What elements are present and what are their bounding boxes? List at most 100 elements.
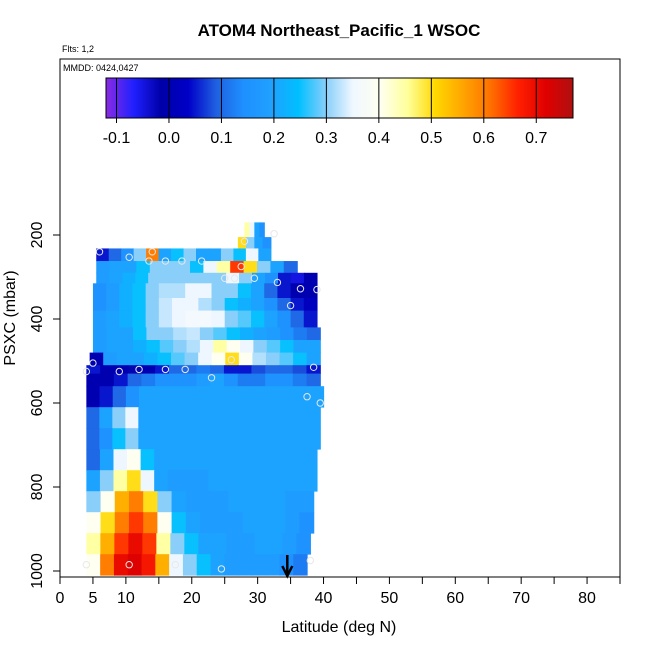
heatmap-cell [251,554,267,576]
heatmap-cell [154,449,169,471]
heatmap-cell [169,554,184,576]
heatmap-cell [262,470,277,492]
heatmap-cell [125,428,139,450]
colorbar-rect [105,77,574,119]
heatmap-cell [185,491,201,513]
heatmap-cell [157,352,172,366]
heatmap-cell [86,491,102,513]
heatmap-cell [310,386,325,408]
heatmap-cell [125,407,139,429]
dates-label: MMDD: 0424,0427 [63,63,139,73]
heatmap-cell [200,491,215,513]
heatmap-cell [254,222,260,238]
heatmap-cell [249,222,255,238]
sample-point [95,248,104,256]
heatmap-cell [307,428,321,450]
heatmap-cell [237,373,253,387]
heatmap-cell [182,373,198,387]
heatmap-cell [146,340,161,353]
heatmap-cell [171,248,185,262]
heatmap-cell [210,373,225,387]
heatmap-cell [285,491,301,513]
heatmap-cell [198,283,213,299]
heatmap-cell [96,272,110,284]
heatmap-cell [239,272,253,284]
heatmap-cell [155,373,170,387]
heatmap-cell [203,261,218,274]
heatmap-cell [155,554,170,576]
heatmap-cell [264,298,279,311]
heatmap-cell [149,261,164,274]
heatmap-cell [92,327,107,341]
heatmap-cell [279,352,294,366]
heatmap-cell [128,533,143,555]
sample-point [221,274,229,282]
heatmap-cell [265,373,280,387]
heatmap-cell [264,283,279,299]
heatmap-cell [252,352,267,366]
heatmap-cell [190,407,204,429]
heatmap-cell [174,272,188,284]
heatmap-cell [233,248,247,262]
x-tick-label: 5 [88,590,97,607]
colorbar: -0.1 0.0 0.1 0.2 0.3 0.4 0.5 0.6 0.7 [103,77,574,147]
heatmap-cell [240,533,255,555]
heatmap-cell [290,272,305,284]
heatmap-cell [228,512,244,534]
y-tick-label: 600 [29,390,46,417]
heatmap-cell [293,327,308,341]
heatmap-cell [282,533,297,555]
heatmap-cell [86,470,101,492]
heatmap-cell [271,512,286,534]
sample-point [313,285,321,294]
heatmap-cell [158,310,173,328]
heatmap-cell [211,283,226,299]
heatmap-cell [210,554,225,576]
heatmap-cell [245,248,259,262]
heatmap-cell [141,373,156,387]
heatmap-cell [112,428,126,450]
heatmap-cell [156,533,171,555]
y-tick-label: 400 [29,306,46,333]
heatmap-cell [281,428,295,450]
sample-point [181,365,189,374]
heatmap-cell [181,449,196,471]
heatmap-cell [114,512,130,534]
heatmap-cell [278,365,294,374]
heatmap-cell [221,449,237,471]
heatmap-cell [200,272,214,284]
heatmap-cell [171,491,187,513]
heatmap-cell [293,340,308,353]
plot-frame [59,58,621,578]
heatmap-cell [99,449,115,471]
heatmap-cell [165,386,180,408]
heatmap-cell [113,554,129,576]
heatmap-cell [208,248,222,262]
heatmap-cell [142,533,157,555]
heatmap-cell [157,512,173,534]
heatmap-cell [229,407,243,429]
heatmap-cell [242,491,258,513]
heatmap-cell [145,310,160,328]
heatmap-cell [289,470,304,492]
heatmap-cell [237,298,252,311]
heatmap-cell [92,283,107,299]
heatmap-cell [253,327,268,341]
heatmap-cell [276,449,291,471]
heatmap-cell [114,533,129,555]
heatmap-cell [242,512,258,534]
heatmap-cell [213,340,228,353]
y-tick-label: 1000 [29,553,46,589]
heatmap-cell [229,428,243,450]
heatmap-cell [225,352,240,366]
heatmap-cell [278,373,294,387]
heatmap-cell [143,512,158,534]
colorbar-tick-label: 0.4 [368,130,390,147]
heatmap-cell [237,283,252,299]
heatmap-cell [199,327,214,341]
x-tick-label: 20 [183,590,201,607]
heatmap-cell [224,298,239,311]
heatmap-cell [266,340,281,353]
heatmap-cell [199,340,214,353]
heatmap-cell [262,237,272,249]
